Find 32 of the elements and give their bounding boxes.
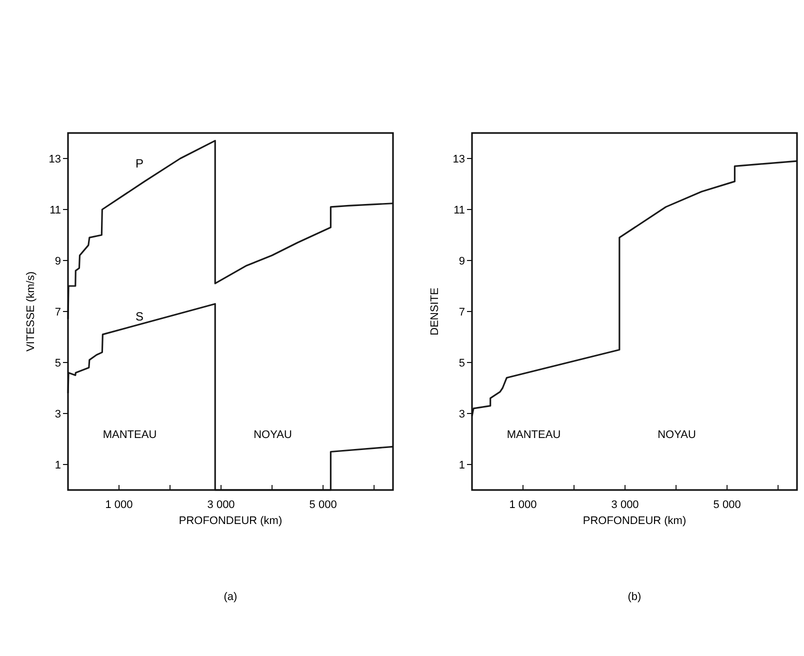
x-tick-label: 3 000 <box>207 499 235 511</box>
x-axis-title: PROFONDEUR (km) <box>178 515 282 527</box>
text: (a) <box>224 591 238 603</box>
x-axis-title: PROFONDEUR (km) <box>582 515 686 527</box>
annotation: MANTEAU <box>102 429 157 441</box>
y-tick-label: 11 <box>454 204 465 216</box>
series-label: P <box>135 156 144 170</box>
y-tick-label: 3 <box>54 408 61 420</box>
y-tick-label: 9 <box>54 255 61 268</box>
x-tick-label: 3 000 <box>611 499 639 511</box>
y-axis-title: VITESSE (km/s) <box>25 271 37 352</box>
annotation: NOYAU <box>254 429 292 441</box>
y-tick-label: 7 <box>458 306 465 318</box>
y-tick-label: 1 <box>458 459 465 472</box>
text: (b) <box>628 591 642 603</box>
x-tick-label: 1 000 <box>509 499 537 511</box>
x-tick-label: 5 000 <box>713 499 741 511</box>
y-axis-title: DENSITE <box>429 288 441 336</box>
x-tick-label: 5 000 <box>309 499 337 511</box>
x-tick-label: 1 000 <box>105 499 133 511</box>
y-tick-label: 7 <box>54 306 61 318</box>
y-tick-label: 5 <box>54 357 61 370</box>
y-tick-label: 5 <box>458 357 465 370</box>
series-label: S <box>135 309 144 324</box>
annotation: NOYAU <box>658 429 696 441</box>
y-tick-label: 3 <box>458 408 465 420</box>
annotation: MANTEAU <box>506 429 561 441</box>
y-tick-label: 1 <box>54 459 61 472</box>
y-tick-label: 11 <box>50 204 61 216</box>
y-tick-label: 13 <box>452 153 465 166</box>
y-tick-label: 13 <box>48 153 61 166</box>
y-tick-label: 9 <box>458 255 465 268</box>
